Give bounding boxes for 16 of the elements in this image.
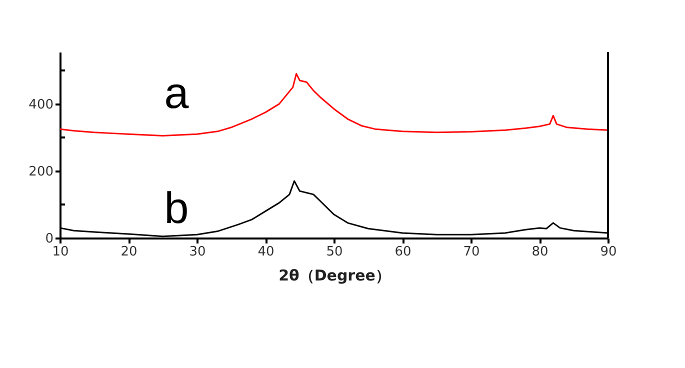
x-tick-label: 90 [600,244,617,260]
x-tick-label: 60 [394,244,412,260]
x-tick-label: 20 [120,244,138,260]
x-tick-label: 80 [532,244,548,260]
x-tick-label: 40 [258,244,274,260]
x-tick-label: 30 [189,244,206,260]
series-label: b [164,184,189,233]
x-tick-label: 50 [326,244,343,260]
series-label: a [164,68,190,118]
y-tick-label: 0 [45,232,54,246]
line-series [59,73,609,137]
x-tick-label: 70 [463,244,480,260]
x-tick-label: 10 [52,244,69,260]
x-axis-title: 2θ（Degree） [278,266,390,284]
y-tick-label: 200 [28,164,54,180]
y-tick-label: 400 [28,97,54,112]
